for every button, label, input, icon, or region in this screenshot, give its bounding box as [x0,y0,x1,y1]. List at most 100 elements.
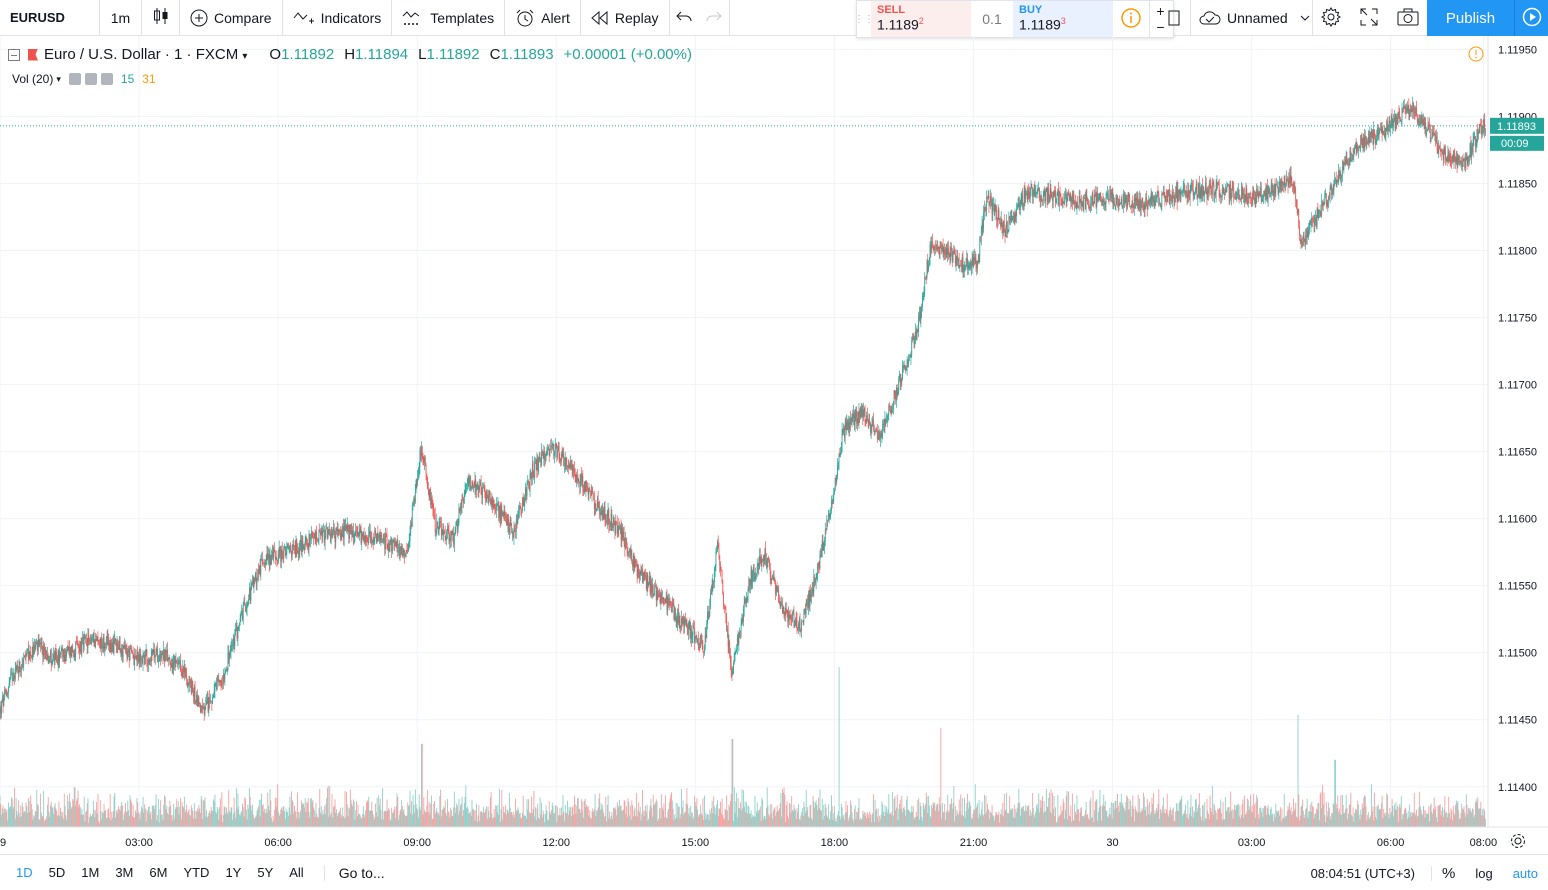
candle-body [725,607,727,617]
candle-body [959,265,961,267]
candle-body [993,204,994,206]
volume-bar [172,815,174,827]
volume-bar [74,787,76,827]
volume-bar [956,809,958,827]
volume-bar [919,802,921,827]
candle-body [38,639,40,645]
replay-button[interactable]: Replay [581,0,670,36]
compare-button[interactable]: Compare [180,0,283,36]
price-chart[interactable]: 1.114001.114501.115001.115501.116001.116… [0,36,1548,854]
volume-bar [945,812,947,827]
candle-body [23,656,25,666]
candle-body [980,238,981,240]
candle-body [904,367,906,368]
volume-bar [145,821,147,827]
volume-bar [99,822,100,827]
candle-body [837,462,839,466]
volume-bar [166,805,168,827]
volume-bar [1109,807,1111,827]
volume-bar [154,809,156,827]
volume-bar [489,797,491,827]
candle-body [521,508,523,511]
volume-bar [365,802,367,827]
candle-body [753,567,755,579]
candle-body [624,543,626,550]
volume-bar [232,819,234,827]
volume-bar [1257,797,1258,827]
volume-bar [741,789,743,827]
candle-body [131,652,133,654]
templates-button[interactable]: Templates [392,0,506,36]
drag-handle-icon[interactable]: ⋮⋮ [854,13,874,25]
candle-body [594,503,596,509]
candle-body [1059,192,1061,195]
volume-bar [1141,808,1143,827]
symbol-search-button[interactable]: EURUSD [0,0,100,36]
increase-quantity-button[interactable]: + [1156,3,1165,19]
play-circle-icon [1522,7,1542,30]
undo-button[interactable] [670,0,700,36]
volume-bar [566,812,568,827]
redo-button[interactable] [700,0,730,36]
publish-button[interactable]: Publish [1427,0,1514,36]
volume-bar [66,794,68,827]
snapshot-button[interactable] [1390,0,1426,36]
volume-bar [1301,805,1303,827]
decrease-quantity-button[interactable]: − [1156,19,1165,35]
quantity-field[interactable]: 0.1 [971,1,1013,37]
candle-body [208,697,210,712]
publish-options-button[interactable] [1514,0,1548,36]
volume-bar [214,794,216,827]
sell-button[interactable]: SELL 1.11892 [871,1,971,37]
volume-bar [112,811,114,827]
volume-bar [922,802,924,827]
info-button[interactable] [1113,1,1149,37]
volume-bar [980,815,982,827]
fullscreen-button[interactable] [1350,0,1388,36]
candle-body [493,499,495,507]
volume-bar [1017,802,1019,827]
chart-style-button[interactable] [142,0,180,36]
volume-bar [1037,808,1039,827]
volume-bar [661,807,663,827]
volume-bar [239,814,240,827]
candle-body [1063,201,1065,204]
candle-body [983,212,985,229]
fullscreen-partial-icon[interactable] [1168,9,1180,30]
candle-body [408,541,410,544]
indicators-button[interactable]: Indicators [283,0,393,36]
volume-bar [1308,811,1310,827]
interval-button[interactable]: 1m [100,0,142,36]
volume-bar [778,810,780,827]
candle-body [268,553,270,565]
volume-bar [1124,811,1126,827]
volume-bar [1253,793,1255,827]
volume-bar [518,813,520,827]
candle-body [905,367,906,371]
settings-button[interactable] [1312,0,1348,36]
volume-bar [229,812,231,827]
volume-bar [1392,806,1394,827]
candle-body [515,519,517,532]
buy-button[interactable]: BUY 1.11893 [1013,1,1113,37]
volume-bar [403,809,405,827]
volume-bar [1092,790,1094,827]
candle-body [287,543,289,548]
candle-body [1121,198,1123,207]
volume-bar [1351,816,1353,827]
volume-bar [1114,809,1115,827]
volume-bar [1422,815,1424,827]
volume-bar [519,812,521,827]
alert-button[interactable]: Alert [505,0,581,36]
volume-bar [1212,814,1214,827]
candle-body [518,506,520,512]
candle-body [79,646,80,652]
layout-menu-button[interactable]: Unnamed [1190,0,1312,36]
candle-body [451,530,453,535]
volume-bar [622,809,624,827]
volume-bar [117,809,119,827]
volume-bar [209,811,211,827]
volume-bar [425,812,427,827]
candle-body [405,549,407,556]
candle-body [1094,194,1095,204]
